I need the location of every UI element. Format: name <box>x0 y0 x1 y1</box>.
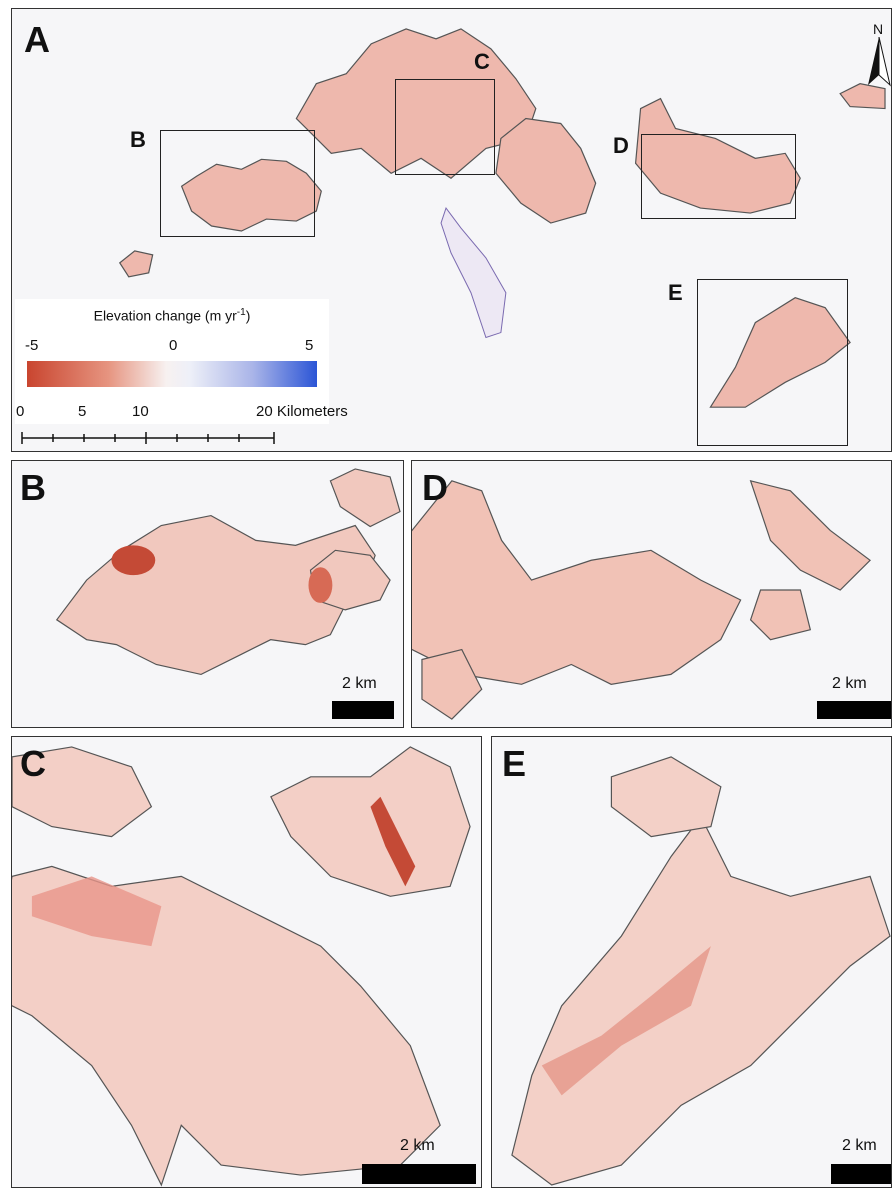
scale-label-5: 5 <box>78 403 87 420</box>
panel-e-map-graphic <box>511 756 891 1186</box>
inset-box-c-label: C <box>474 49 490 74</box>
inset-box-d <box>641 134 796 219</box>
panel-d-letter: D <box>422 467 448 508</box>
panel-b-map-graphic <box>55 468 401 676</box>
legend-title: Elevation change (m yr-1) <box>15 307 329 324</box>
km-scalebar-graphic <box>21 432 275 444</box>
panel-b-scalebar <box>332 701 394 719</box>
glacier-cluster-central <box>495 117 597 224</box>
inset-box-d-label: D <box>613 133 629 158</box>
inset-box-e-label: E <box>668 280 683 305</box>
legend-title-close: ) <box>245 307 251 324</box>
legend-min-label: -5 <box>25 337 39 354</box>
panel-a-overview-map: A B C D E N Elevation change (m yr-1) -5… <box>11 8 892 452</box>
panel-e-map: E 2 km <box>491 736 892 1188</box>
panel-b-letter: B <box>20 467 46 508</box>
legend-title-text: Elevation change (m yr <box>93 307 237 324</box>
glacier-cluster-main <box>295 28 537 179</box>
panel-d-map: D 2 km <box>411 460 892 728</box>
panel-c-letter: C <box>20 743 46 784</box>
panel-c-scale-label: 2 km <box>400 1137 435 1154</box>
scale-label-10: 10 <box>132 403 149 420</box>
panel-e-scale-label: 2 km <box>842 1137 877 1154</box>
panel-c-map-graphic <box>12 746 471 1187</box>
glacier-cluster-d <box>634 97 801 214</box>
inset-box-c <box>395 79 495 175</box>
legend-max-label: 5 <box>305 337 314 354</box>
panel-d-scale-label: 2 km <box>832 675 867 692</box>
panel-a-letter: A <box>24 19 50 60</box>
overview-map-graphic <box>118 28 886 408</box>
inset-box-e <box>697 279 848 446</box>
glacier-cluster-e <box>709 297 851 408</box>
panel-c-map: C 2 km <box>11 736 482 1188</box>
north-label: N <box>873 21 884 37</box>
inset-box-b <box>160 130 315 237</box>
panel-b-map: B 2 km <box>11 460 404 728</box>
panel-e-letter: E <box>502 743 527 784</box>
glacier-small-west <box>118 250 154 278</box>
scale-label-20-km: 20 Kilometers <box>256 403 348 420</box>
panel-e-scalebar <box>831 1164 891 1184</box>
inset-box-b-label: B <box>130 127 146 152</box>
north-arrow-icon: N <box>864 21 891 87</box>
glacier-cluster-b <box>180 158 322 232</box>
color-ramp <box>27 361 317 387</box>
panel-c-scalebar <box>362 1164 476 1184</box>
glacier-small-east <box>839 83 886 110</box>
elevation-change-legend: Elevation change (m yr-1) -5 0 5 <box>15 299 329 424</box>
lake-outline <box>440 207 507 339</box>
legend-title-superscript: -1 <box>236 307 246 318</box>
scale-label-0: 0 <box>16 403 25 420</box>
legend-mid-label: 0 <box>169 337 178 354</box>
panel-b-scale-label: 2 km <box>342 675 377 692</box>
panel-d-scalebar <box>817 701 891 719</box>
panel-d-map-graphic <box>412 480 871 720</box>
